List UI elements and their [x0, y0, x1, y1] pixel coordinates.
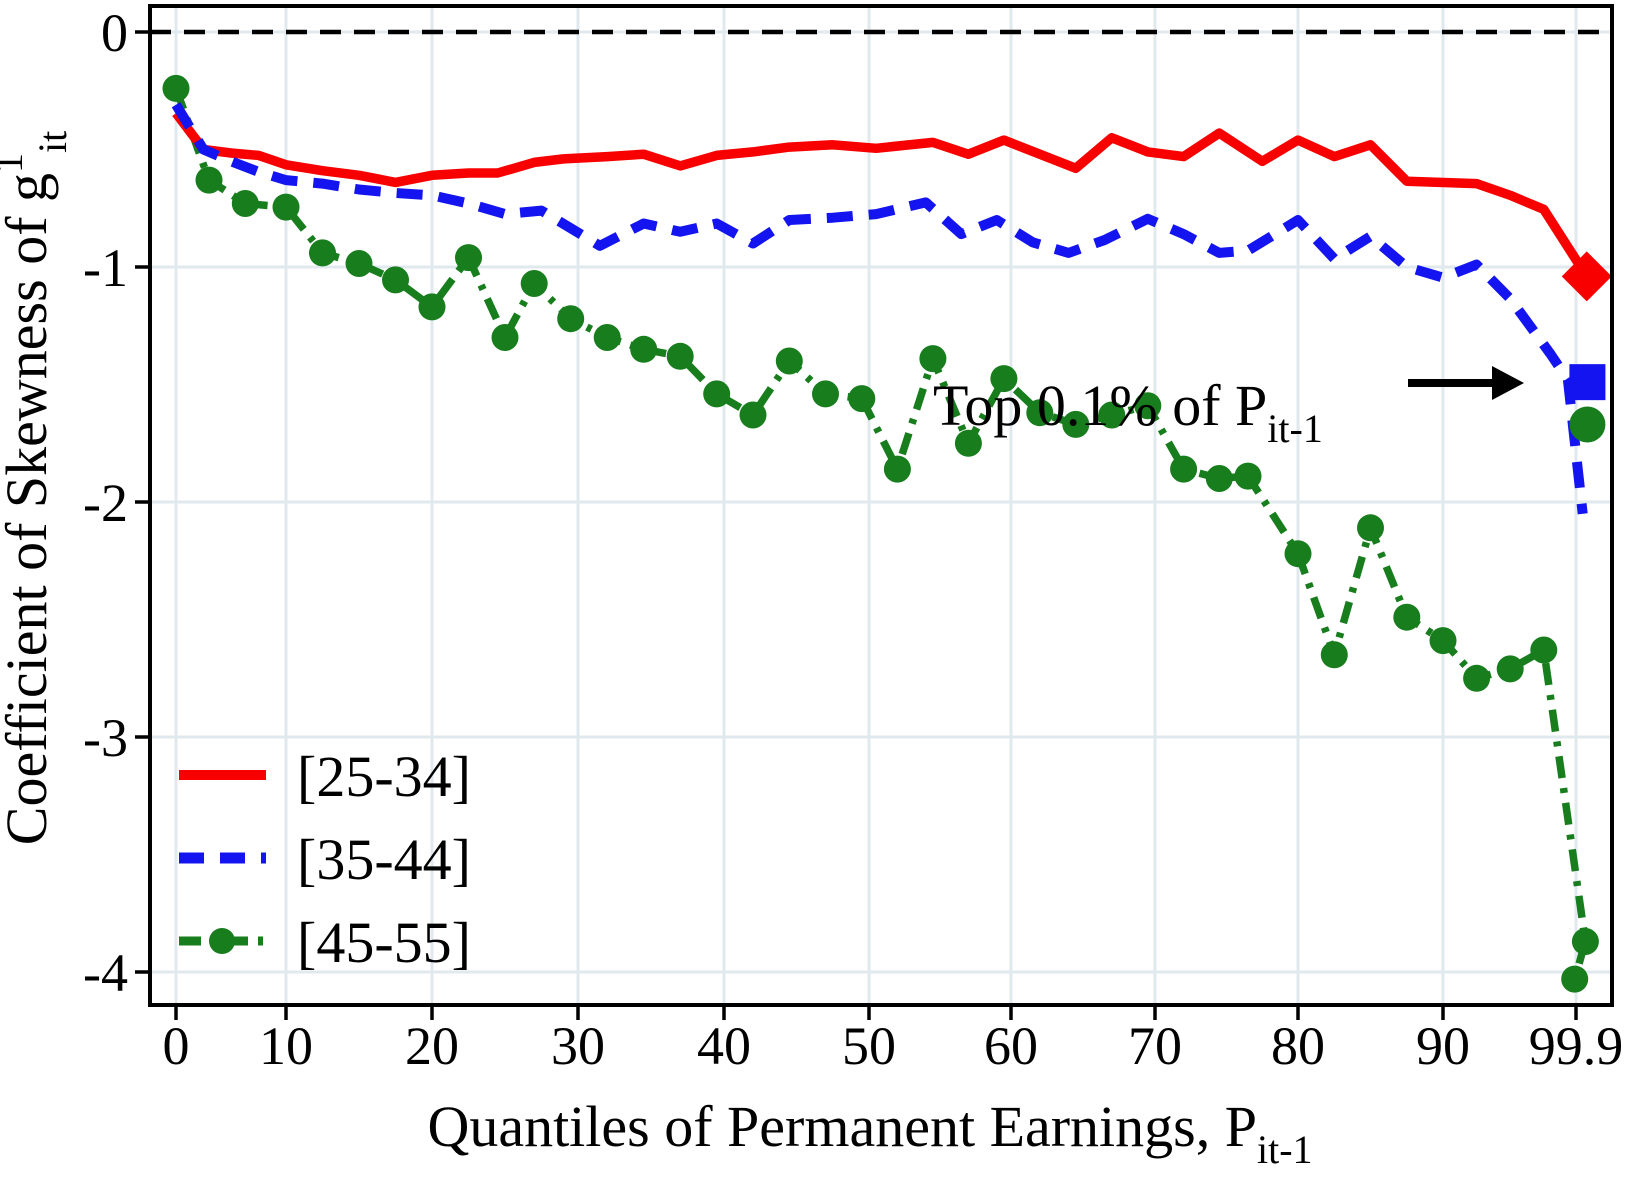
data-point-marker: [1357, 514, 1384, 542]
data-point-marker: [630, 335, 658, 363]
data-point-marker: [195, 166, 223, 194]
legend-label: [25-34]: [297, 744, 471, 809]
top01pct-circle-marker: [1569, 406, 1606, 443]
data-point-marker: [1496, 655, 1524, 683]
data-point-marker: [703, 380, 731, 408]
data-point-marker: [345, 250, 373, 277]
data-point-marker: [1026, 399, 1054, 427]
data-point-marker: [491, 324, 519, 351]
top-annotation: Top 0.1% of Pit-1: [933, 366, 1524, 451]
data-point-marker: [812, 380, 839, 408]
data-point-marker: [1284, 540, 1312, 568]
data-point-marker: [382, 266, 409, 294]
data-point-marker: [1393, 603, 1421, 631]
legend-label: [45-55]: [297, 910, 471, 975]
data-point-marker: [1062, 410, 1090, 438]
y-tick-label: 0: [101, 3, 128, 63]
top01pct-diamond-marker: [1561, 251, 1612, 302]
legend-label: [35-44]: [297, 827, 471, 892]
data-point-marker: [883, 455, 911, 483]
data-point-marker: [990, 365, 1018, 393]
x-tick-label: 10: [259, 1016, 313, 1076]
data-point-marker: [309, 239, 336, 267]
top01pct-square-marker: [1569, 364, 1606, 401]
data-point-marker: [1134, 392, 1162, 420]
chart-generated-layer: 0 10 20 30 40 50 60 70 80 90 99.9 0 -1 -2 -3 -4: [83, 3, 1623, 1076]
x-tick-label: 60: [984, 1016, 1038, 1076]
data-point-marker: [666, 342, 694, 370]
x-tick-label: 50: [842, 1016, 896, 1076]
data-point-marker: [1561, 965, 1589, 993]
legend-circle-marker: [209, 928, 235, 954]
data-point-marker: [557, 305, 585, 333]
data-point-marker: [954, 429, 982, 457]
data-point-marker: [455, 244, 482, 272]
data-point-marker: [739, 401, 767, 429]
x-tick-label: 30: [551, 1016, 605, 1076]
legend-item: [25-34]: [179, 744, 471, 809]
data-point-marker: [775, 347, 803, 375]
plot-frame: [148, 4, 1614, 1007]
y-tick-label: -3: [83, 708, 128, 768]
x-tick-label: 90: [1416, 1016, 1470, 1076]
data-point-marker: [1463, 664, 1491, 692]
data-point-marker: [848, 385, 876, 413]
data-point-marker: [418, 293, 446, 321]
legend-item: [35-44]: [179, 827, 471, 892]
data-point-marker: [1205, 465, 1233, 492]
data-point-marker: [520, 270, 548, 297]
x-tick-label: 80: [1271, 1016, 1325, 1076]
series-line-[45-55]: [172, 87, 1590, 981]
annotation-text: Top 0.1% of Pit-1: [933, 373, 1323, 451]
data-point-marker: [1320, 641, 1348, 669]
series-line-[35-44]: [171, 102, 1588, 515]
data-point-marker: [1429, 627, 1457, 655]
data-point-marker: [162, 74, 190, 102]
legend-item: [45-55]: [179, 910, 471, 975]
data-point-marker: [1170, 455, 1198, 483]
data-point-marker: [1571, 928, 1599, 955]
series-line-[25-34]: [172, 110, 1591, 279]
data-point-marker: [231, 190, 259, 217]
data-point-marker: [593, 324, 621, 351]
data-point-marker: [1098, 401, 1126, 429]
data-point-marker: [272, 193, 300, 221]
annotation-arrow-icon: [1408, 366, 1524, 400]
data-point-marker: [1234, 462, 1262, 490]
y-tick-label: -1: [83, 238, 128, 298]
legend: [25-34] [35-44] [45-55]: [179, 744, 471, 975]
x-tick-label: 40: [697, 1016, 751, 1076]
data-point-marker: [919, 345, 947, 373]
x-tick-label: 70: [1128, 1016, 1182, 1076]
x-tick-label: 20: [405, 1016, 459, 1076]
x-tick-label: 99.9: [1529, 1016, 1624, 1076]
x-tick-label: 0: [163, 1016, 190, 1076]
x-axis-title: Quantiles of Permanent Earnings, Pit-1: [427, 1094, 1312, 1172]
y-tick-label: -4: [83, 943, 128, 1003]
y-tick-label: -2: [83, 473, 128, 533]
data-point-marker: [1530, 636, 1558, 664]
y-axis-title: Coefficient of Skewness of g1it: [0, 131, 75, 845]
